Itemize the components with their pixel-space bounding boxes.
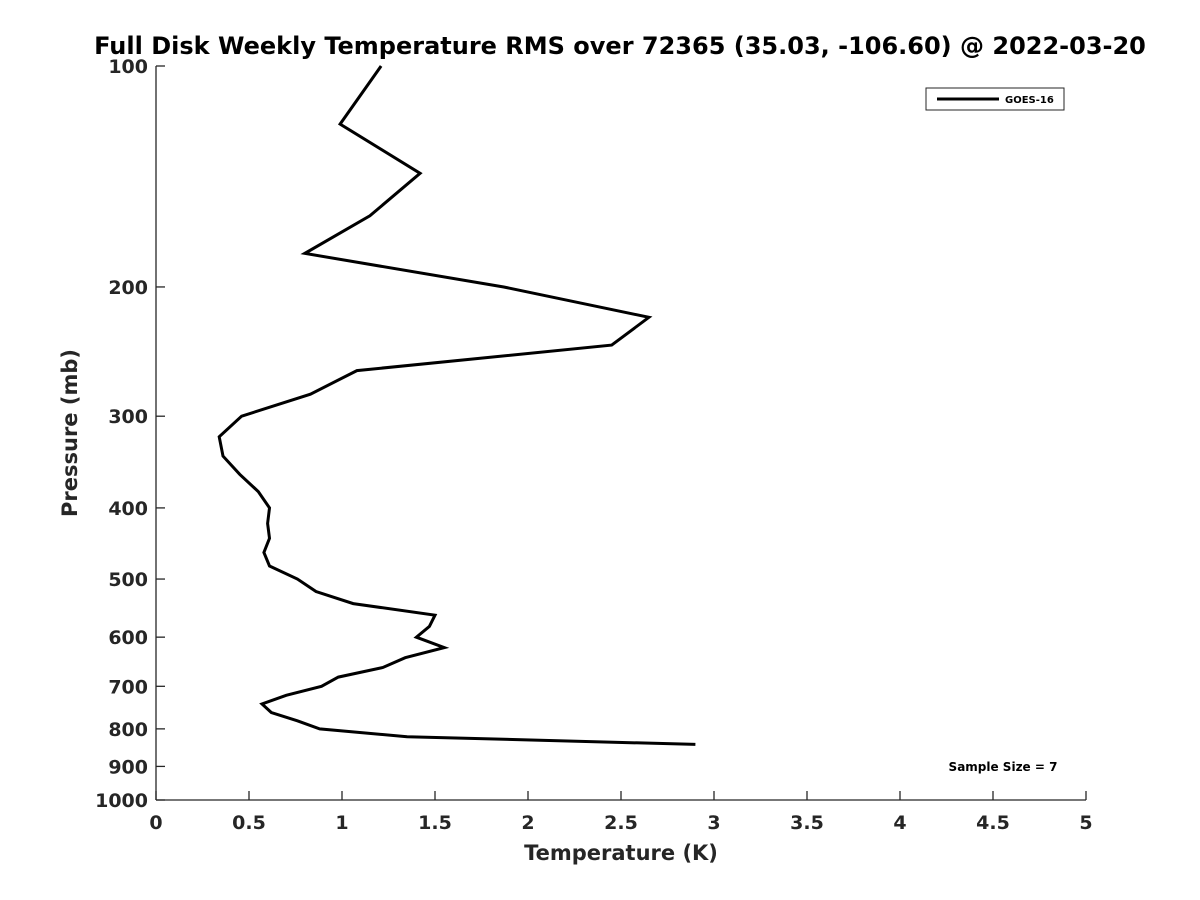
chart-title: Full Disk Weekly Temperature RMS over 72… — [94, 32, 1146, 60]
y-axis-label: Pressure (mb) — [58, 349, 82, 517]
y-tick-label: 800 — [108, 719, 148, 741]
y-tick-label: 500 — [108, 569, 148, 591]
series-line-goes-16 — [217, 65, 696, 746]
series-layer — [217, 65, 696, 746]
legend-label: GOES-16 — [1005, 95, 1054, 106]
x-tick-label: 2 — [521, 812, 534, 834]
legend: GOES-16 — [925, 87, 1065, 111]
x-tick-label: 4.5 — [976, 812, 1010, 834]
x-tick-label: 3.5 — [790, 812, 824, 834]
x-tick-label: 2.5 — [604, 812, 638, 834]
y-tick-label: 200 — [108, 277, 148, 299]
x-tick-label: 0 — [149, 812, 162, 834]
x-tick-label: 0.5 — [232, 812, 266, 834]
x-tick-label: 1 — [335, 812, 348, 834]
x-tick-label: 5 — [1079, 812, 1092, 834]
x-tick-label: 3 — [707, 812, 720, 834]
y-tick-label: 600 — [108, 627, 148, 649]
y-tick-label: 100 — [108, 56, 148, 78]
x-axis-label: Temperature (K) — [524, 841, 718, 865]
y-tick-label: 1000 — [95, 790, 148, 812]
sample-size-annotation: Sample Size = 7 — [949, 760, 1058, 774]
x-axis: 0 0.5 1 1.5 2 2.5 3 3.5 4 4.5 5 — [149, 791, 1093, 834]
y-axis: 100 200 300 400 500 600 700 800 900 1000 — [95, 56, 165, 812]
y-tick-label: 900 — [108, 756, 148, 778]
y-tick-label: 700 — [108, 676, 148, 698]
x-tick-label: 1.5 — [418, 812, 452, 834]
y-tick-label: 300 — [108, 406, 148, 428]
x-tick-label: 4 — [893, 812, 906, 834]
y-tick-label: 400 — [108, 498, 148, 520]
